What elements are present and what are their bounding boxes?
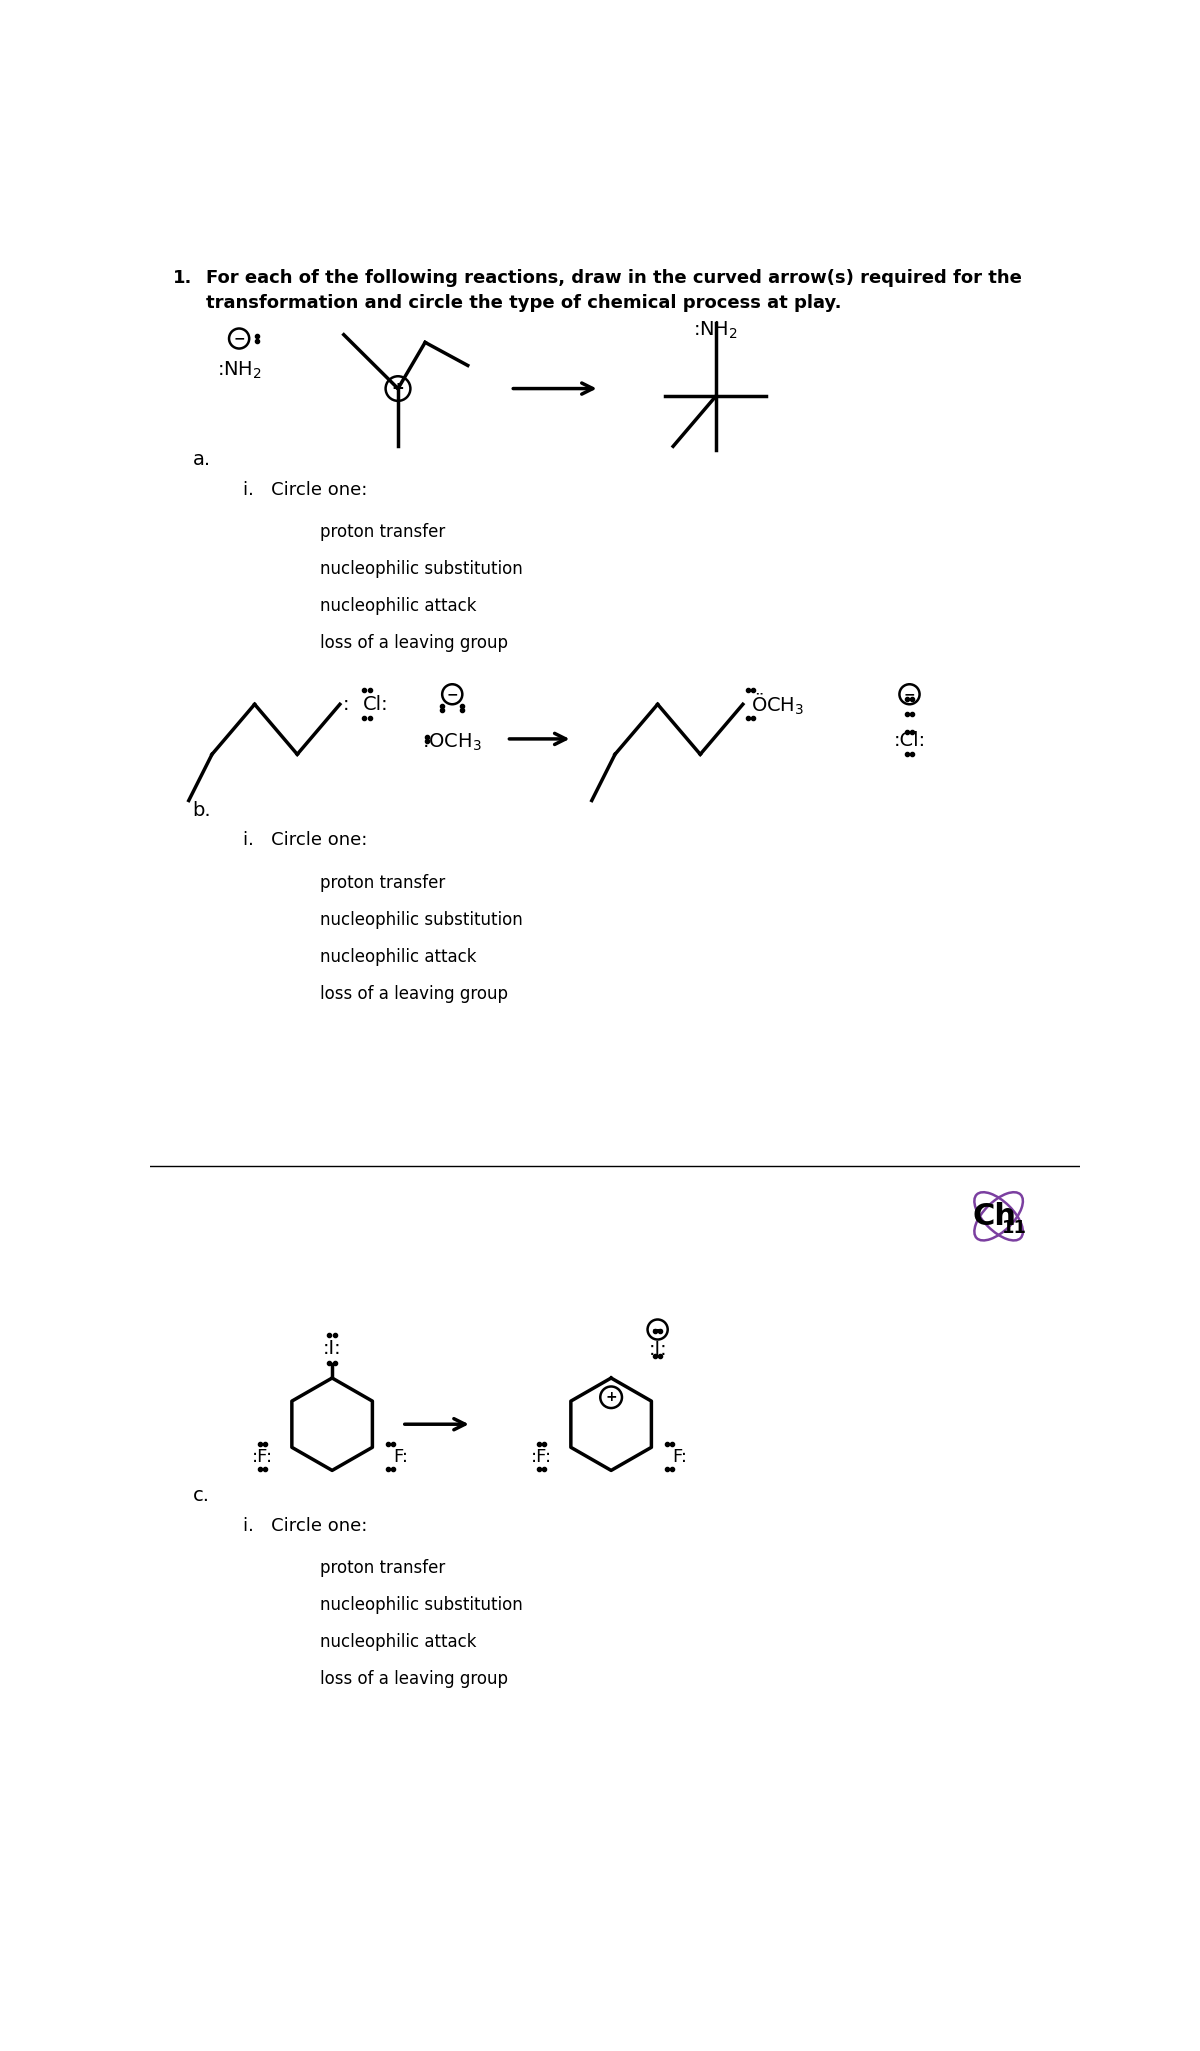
Text: +: + — [605, 1391, 617, 1405]
Text: loss of a leaving group: loss of a leaving group — [320, 984, 509, 1003]
Text: +: + — [391, 381, 404, 396]
Text: −: − — [233, 332, 245, 345]
Text: proton transfer: proton transfer — [320, 874, 445, 892]
Text: i.   Circle one:: i. Circle one: — [242, 1516, 367, 1534]
Text: :: : — [343, 695, 349, 714]
Text: nucleophilic substitution: nucleophilic substitution — [320, 560, 523, 578]
Text: Ch: Ch — [973, 1202, 1016, 1231]
Text: i.   Circle one:: i. Circle one: — [242, 831, 367, 849]
Text: loss of a leaving group: loss of a leaving group — [320, 1670, 509, 1688]
Text: Cl:: Cl: — [364, 695, 389, 714]
Text: 11: 11 — [1002, 1218, 1027, 1237]
Text: F:: F: — [392, 1448, 408, 1466]
Text: proton transfer: proton transfer — [320, 1559, 445, 1577]
Text: nucleophilic substitution: nucleophilic substitution — [320, 1596, 523, 1614]
Text: a.: a. — [193, 449, 211, 470]
Text: :I:: :I: — [648, 1339, 667, 1360]
Text: proton transfer: proton transfer — [320, 523, 445, 541]
Text: For each of the following reactions, draw in the curved arrow(s) required for th: For each of the following reactions, dra… — [206, 269, 1021, 312]
Text: nucleophilic substitution: nucleophilic substitution — [320, 911, 523, 929]
Text: :I:: :I: — [323, 1339, 342, 1358]
Text: ÖCH$_3$: ÖCH$_3$ — [751, 691, 804, 718]
Text: :F:: :F: — [530, 1448, 552, 1466]
Text: i.   Circle one:: i. Circle one: — [242, 482, 367, 498]
Text: 1.: 1. — [173, 269, 193, 287]
Text: −: − — [652, 1323, 664, 1337]
Text: loss of a leaving group: loss of a leaving group — [320, 634, 509, 652]
Text: :NH$_2$: :NH$_2$ — [694, 320, 738, 340]
Text: nucleophilic attack: nucleophilic attack — [320, 1633, 478, 1651]
Text: :OCH$_3$: :OCH$_3$ — [422, 732, 482, 753]
Text: nucleophilic attack: nucleophilic attack — [320, 597, 478, 615]
Text: :F:: :F: — [252, 1448, 272, 1466]
Text: F:: F: — [672, 1448, 686, 1466]
Text: nucleophilic attack: nucleophilic attack — [320, 948, 478, 966]
Text: −: − — [446, 687, 458, 701]
Text: :Cl:: :Cl: — [894, 732, 925, 751]
Text: c.: c. — [193, 1485, 210, 1505]
Text: b.: b. — [193, 800, 211, 820]
Text: :NH$_2$: :NH$_2$ — [217, 361, 262, 381]
Text: −: − — [904, 687, 916, 701]
